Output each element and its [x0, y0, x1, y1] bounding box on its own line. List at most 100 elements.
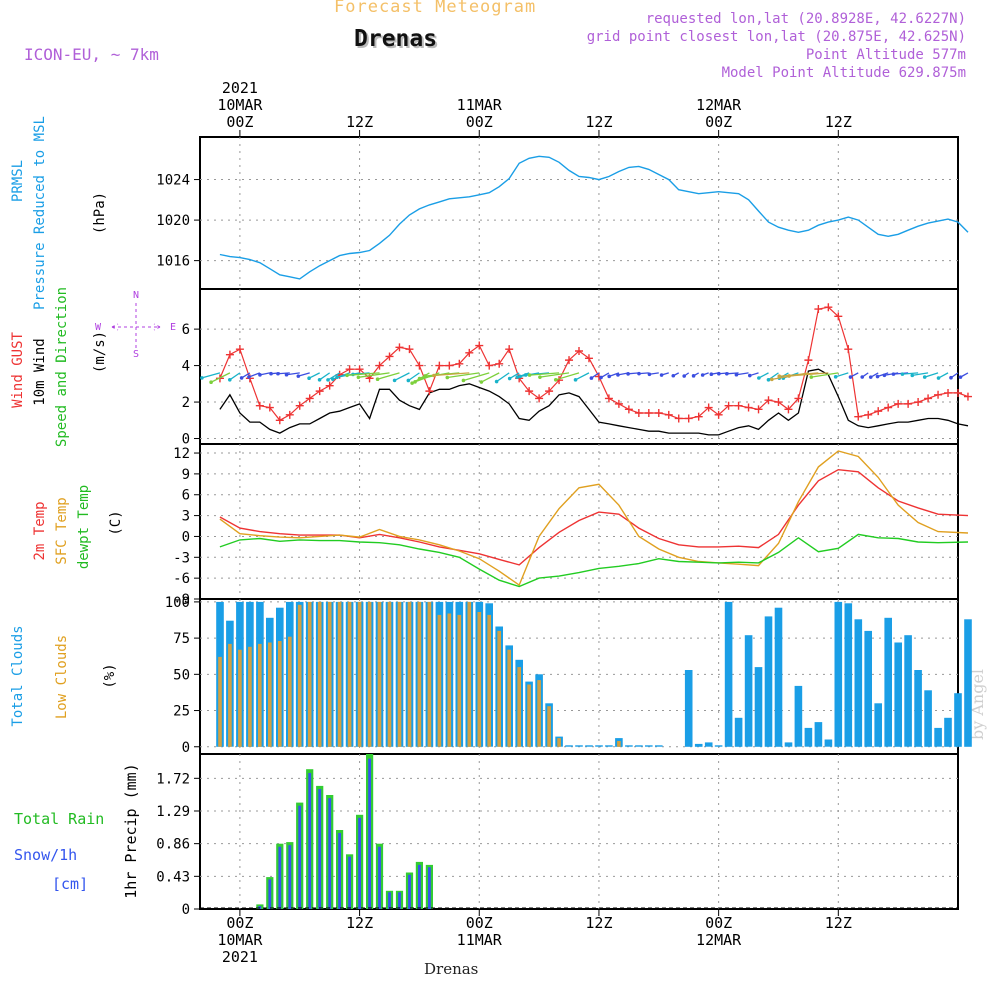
requested-coordinates: requested lon,lat (20.8928E, 42.6227N) — [645, 11, 966, 27]
gust-marker — [255, 401, 264, 410]
gust-marker — [734, 401, 743, 410]
unit-label-hpa: (hPa) — [92, 192, 108, 234]
panel-label-sfc-temp: SFC Temp — [54, 497, 70, 564]
wind-direction-arrow — [358, 372, 390, 378]
wind-arrow-head — [734, 372, 739, 377]
wind-arrow-head — [410, 381, 414, 385]
wind-direction-arrow — [319, 372, 331, 381]
y-tick-label: 50 — [173, 667, 190, 683]
y-tick-label: 2 — [182, 395, 190, 411]
panel-label-speed-direction: Speed and Direction — [54, 287, 70, 447]
total-cloud-bar — [914, 670, 922, 747]
wind-arrow-head — [209, 380, 213, 385]
wind-arrow-head — [616, 373, 620, 377]
total-cloud-bar — [595, 745, 603, 747]
low-cloud-bar — [297, 604, 302, 747]
total-cloud-bar — [804, 727, 813, 747]
wind-arrow-head — [607, 374, 611, 379]
compass-n: N — [133, 290, 139, 301]
total-cloud-bar — [814, 722, 823, 747]
low-cloud-bar — [557, 738, 561, 747]
low-cloud-bar — [437, 614, 442, 747]
total-cloud-bar — [694, 743, 703, 747]
gust-marker — [614, 399, 623, 408]
total-cloud-bar — [744, 635, 753, 747]
low-cloud-bar — [507, 649, 511, 747]
bottom-time-label: 00Z — [466, 914, 493, 932]
total-cloud-bar — [924, 690, 932, 747]
panel-label-prmsl: PRMSL — [10, 160, 26, 202]
wind-arrow-head — [423, 374, 427, 378]
unit-label-ms: (m/s) — [92, 331, 108, 373]
wind-direction-arrow — [789, 372, 829, 377]
wind-arrow-head — [882, 373, 887, 378]
gust-marker — [814, 305, 823, 314]
gust-marker — [355, 365, 364, 374]
wind-arrow-head — [589, 376, 594, 380]
panel-label-2m-temp: 2m Temp — [32, 501, 48, 560]
y-tick-label: 4 — [182, 359, 190, 375]
snow-bar — [278, 846, 282, 909]
wind-direction-arrow — [248, 372, 261, 378]
gust-marker — [525, 387, 534, 396]
gust-marker — [844, 345, 853, 354]
low-cloud-bar — [317, 601, 322, 747]
panel-label-cm: [cm] — [52, 875, 88, 893]
bottom-time-label: 12MAR — [696, 931, 742, 949]
wind-direction-arrow — [509, 372, 520, 380]
grid-point-coordinates: grid point closest lon,lat (20.875E, 42.… — [586, 29, 966, 45]
panel-label-pressure-msl: Pressure Reduced to MSL — [32, 116, 48, 310]
wind-arrow-head — [958, 375, 963, 379]
snow-bar — [408, 874, 411, 909]
top-time-label: 2021 — [222, 79, 258, 97]
top-time-label: 11MAR — [457, 96, 503, 114]
top-time-label: 12Z — [585, 113, 612, 131]
wind-arrow-head — [748, 373, 752, 378]
total-cloud-bar — [684, 670, 693, 747]
total-cloud-bar — [894, 642, 902, 747]
gust-marker — [894, 399, 903, 408]
gust-marker — [874, 407, 883, 416]
bottom-location-label: Drenas — [424, 960, 479, 978]
y-tick-label: 25 — [173, 704, 190, 720]
gust-marker — [415, 361, 424, 370]
compass-w: W — [95, 322, 102, 333]
wind-arrow-head — [900, 372, 905, 376]
total-cloud-bar — [944, 717, 952, 747]
y-tick-label: 1016 — [156, 254, 190, 270]
gust-marker — [644, 409, 653, 417]
y-tick-label: 0 — [182, 432, 190, 448]
total-cloud-bar — [645, 745, 653, 747]
wind-arrow-head — [307, 376, 311, 380]
panel-frame-wind — [199, 288, 959, 445]
low-cloud-bar — [617, 741, 621, 747]
wind-arrow-head — [766, 378, 771, 382]
bottom-time-label: 12Z — [585, 914, 612, 932]
wind-arrow-head — [417, 376, 422, 381]
wind-arrow-head — [494, 379, 499, 384]
low-cloud-bar — [487, 614, 491, 747]
wind-arrow-head — [461, 378, 466, 383]
total-cloud-bar — [605, 745, 613, 747]
low-cloud-bar — [347, 601, 352, 747]
gust-marker — [265, 403, 274, 412]
wind-arrow-head — [757, 376, 761, 380]
wind-direction-arrow — [539, 372, 570, 378]
gust-marker — [325, 381, 334, 390]
low-cloud-bar — [278, 641, 282, 747]
wind-arrow-head — [875, 374, 880, 379]
wind-arrow-head — [375, 377, 380, 382]
gust-marker — [684, 414, 693, 423]
gust-marker — [445, 361, 454, 370]
compass-rose-icon — [111, 303, 161, 351]
gust-marker — [455, 359, 464, 368]
gust-marker — [834, 312, 843, 321]
top-time-label: 00Z — [226, 113, 253, 131]
wind-arrow-head — [392, 378, 397, 383]
bottom-time-label: 2021 — [222, 948, 258, 966]
total-cloud-bar — [794, 685, 803, 747]
gust-marker — [784, 405, 793, 414]
wind-direction-arrow — [298, 372, 310, 377]
snow-bar — [318, 789, 322, 909]
gust-marker — [714, 410, 723, 419]
